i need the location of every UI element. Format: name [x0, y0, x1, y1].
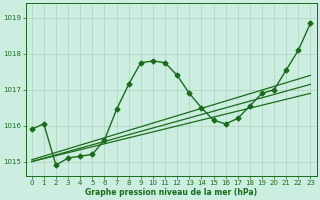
X-axis label: Graphe pression niveau de la mer (hPa): Graphe pression niveau de la mer (hPa): [85, 188, 257, 197]
